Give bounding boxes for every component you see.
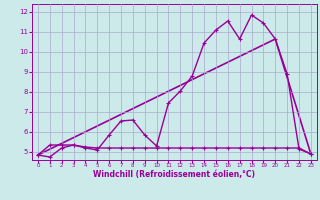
X-axis label: Windchill (Refroidissement éolien,°C): Windchill (Refroidissement éolien,°C) <box>93 170 255 179</box>
